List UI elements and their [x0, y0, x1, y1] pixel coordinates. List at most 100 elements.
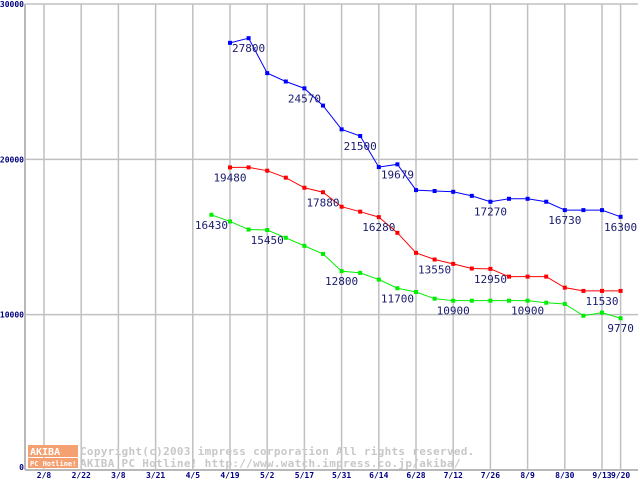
- data-point-green: [339, 269, 344, 274]
- data-point-blue: [507, 196, 511, 201]
- data-point-red: [246, 165, 251, 170]
- data-point-blue: [544, 199, 549, 204]
- data-label-green: 15450: [251, 234, 284, 247]
- data-label-red: 13550: [418, 264, 451, 277]
- data-point-green: [283, 235, 288, 240]
- x-tick-label: 2/22: [72, 471, 91, 480]
- data-point-blue: [358, 134, 363, 139]
- data-point-green: [562, 301, 567, 306]
- x-tick-label: 8/30: [555, 471, 574, 480]
- data-point-green: [321, 251, 325, 256]
- data-point-blue: [432, 189, 437, 194]
- x-tick-label: 2/8: [37, 471, 52, 480]
- data-point-blue: [395, 162, 400, 167]
- data-point-blue: [339, 127, 344, 132]
- data-point-green: [525, 298, 530, 303]
- data-point-green: [376, 277, 381, 282]
- x-tick-label: 3/21: [146, 471, 165, 480]
- data-point-green: [228, 219, 232, 224]
- data-point-blue: [451, 189, 456, 194]
- data-point-red: [339, 204, 344, 209]
- data-point-red: [432, 257, 437, 262]
- y-tick-label: 10000: [0, 311, 24, 320]
- data-point-blue: [581, 208, 586, 213]
- data-label-red: 19480: [213, 171, 246, 184]
- data-label-green: 10900: [511, 305, 544, 318]
- y-tick-label: 0: [19, 463, 24, 472]
- data-point-blue: [265, 71, 270, 76]
- data-point-blue: [228, 40, 232, 45]
- data-label-blue: 27800: [232, 42, 265, 55]
- x-tick-label: 9/13: [592, 471, 611, 480]
- data-point-blue: [469, 193, 474, 198]
- y-tick-label: 20000: [0, 155, 24, 164]
- data-point-red: [544, 274, 549, 279]
- data-label-green: 16430: [195, 219, 228, 232]
- data-point-blue: [525, 196, 530, 201]
- data-point-red: [600, 288, 604, 293]
- data-point-red: [618, 288, 623, 293]
- data-point-green: [358, 270, 363, 275]
- data-point-red: [265, 168, 270, 173]
- x-tick-label: 5/17: [295, 471, 314, 480]
- data-label-blue: 19679: [381, 168, 414, 181]
- data-label-green: 9770: [607, 322, 634, 335]
- data-point-green: [395, 286, 400, 291]
- data-label-blue: 16300: [604, 221, 637, 234]
- data-point-blue: [414, 188, 418, 193]
- data-point-red: [451, 261, 456, 266]
- url-line: AKIBA PC Hotline! http://www.watch.impre…: [80, 457, 461, 470]
- data-label-blue: 17270: [474, 206, 507, 219]
- x-tick-label: 9/20: [611, 471, 630, 480]
- data-point-green: [507, 298, 511, 303]
- data-point-blue: [600, 208, 604, 213]
- data-point-blue: [302, 86, 307, 91]
- data-point-green: [246, 227, 251, 232]
- data-point-green: [544, 300, 549, 305]
- data-point-red: [228, 165, 232, 170]
- x-tick-label: 6/28: [406, 471, 425, 480]
- data-point-red: [321, 190, 325, 195]
- logo-top-bg: [28, 445, 78, 457]
- x-tick-label: 7/26: [481, 471, 500, 480]
- data-label-blue: 16730: [548, 214, 581, 227]
- data-point-green: [209, 212, 214, 217]
- x-tick-label: 5/2: [260, 471, 275, 480]
- logo-top-text: AKIBA: [30, 447, 60, 458]
- copyright-line: Copyright(c)2003 impress corporation All…: [80, 445, 475, 458]
- logo-bottom-bg: [28, 458, 78, 468]
- data-point-green: [432, 296, 437, 301]
- series-group: [209, 36, 623, 321]
- data-point-green: [451, 298, 456, 303]
- watermark: AKIBA PC Hotline! Copyright(c)2003 impre…: [28, 445, 475, 470]
- data-point-blue: [562, 208, 567, 213]
- data-point-red: [525, 274, 530, 279]
- data-point-green: [581, 313, 586, 318]
- data-point-red: [283, 175, 288, 180]
- data-point-green: [469, 298, 474, 303]
- data-point-blue: [321, 103, 325, 108]
- data-point-red: [488, 266, 493, 271]
- data-point-red: [302, 185, 307, 190]
- data-point-blue: [618, 214, 623, 219]
- data-point-blue: [376, 165, 381, 170]
- data-point-red: [469, 266, 474, 271]
- data-labels: 27800 24570 21500 19679 17270 16730 16300 19480…: [195, 42, 637, 335]
- logo-bottom-text: PC Hotline!: [30, 460, 76, 468]
- data-point-green: [618, 316, 623, 321]
- data-point-red: [358, 209, 363, 214]
- data-point-red: [562, 285, 567, 290]
- data-label-red: 12950: [474, 273, 507, 286]
- series-line-red: [230, 166, 621, 292]
- x-tick-label: 4/19: [220, 471, 239, 480]
- data-point-green: [600, 310, 604, 315]
- x-tick-label: 8/9: [520, 471, 535, 480]
- data-label-blue: 21500: [344, 140, 377, 153]
- x-tick-label: 7/12: [444, 471, 463, 480]
- data-point-blue: [246, 36, 251, 41]
- data-label-blue: 24570: [288, 92, 321, 105]
- data-point-red: [414, 250, 418, 255]
- data-point-red: [507, 274, 511, 279]
